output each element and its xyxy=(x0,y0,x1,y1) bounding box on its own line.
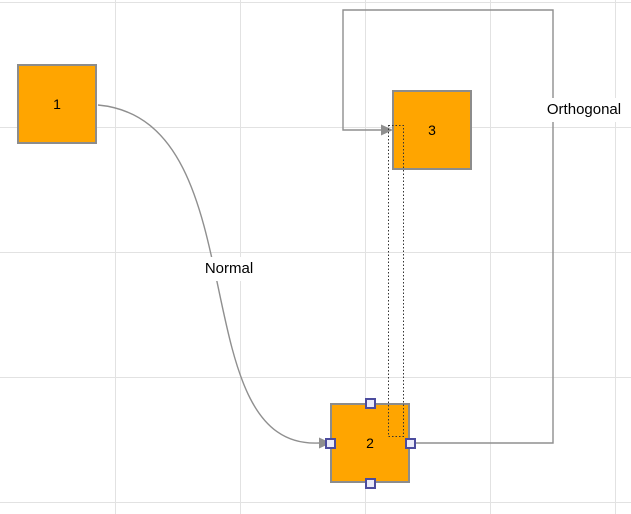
node-2-handle-top[interactable] xyxy=(364,397,376,409)
node-2-handle-right[interactable] xyxy=(404,437,416,449)
node-3-label: 3 xyxy=(428,122,436,138)
node-3[interactable]: 3 xyxy=(392,90,472,170)
node-2-label: 2 xyxy=(366,435,374,451)
edge-orthogonal[interactable] xyxy=(342,9,554,444)
node-1-label: 1 xyxy=(53,96,61,112)
edge-orthogonal-arrowhead-icon xyxy=(381,124,393,136)
edge-label-normal[interactable]: Normal xyxy=(200,257,258,281)
edge-normal[interactable] xyxy=(97,104,320,444)
node-2-handle-bottom[interactable] xyxy=(364,477,376,489)
node-1[interactable]: 1 xyxy=(17,64,97,144)
node-2-handle-left[interactable] xyxy=(324,437,336,449)
drag-preview-outline xyxy=(388,125,404,437)
edge-label-orthogonal[interactable]: Orthogonal xyxy=(542,98,626,122)
